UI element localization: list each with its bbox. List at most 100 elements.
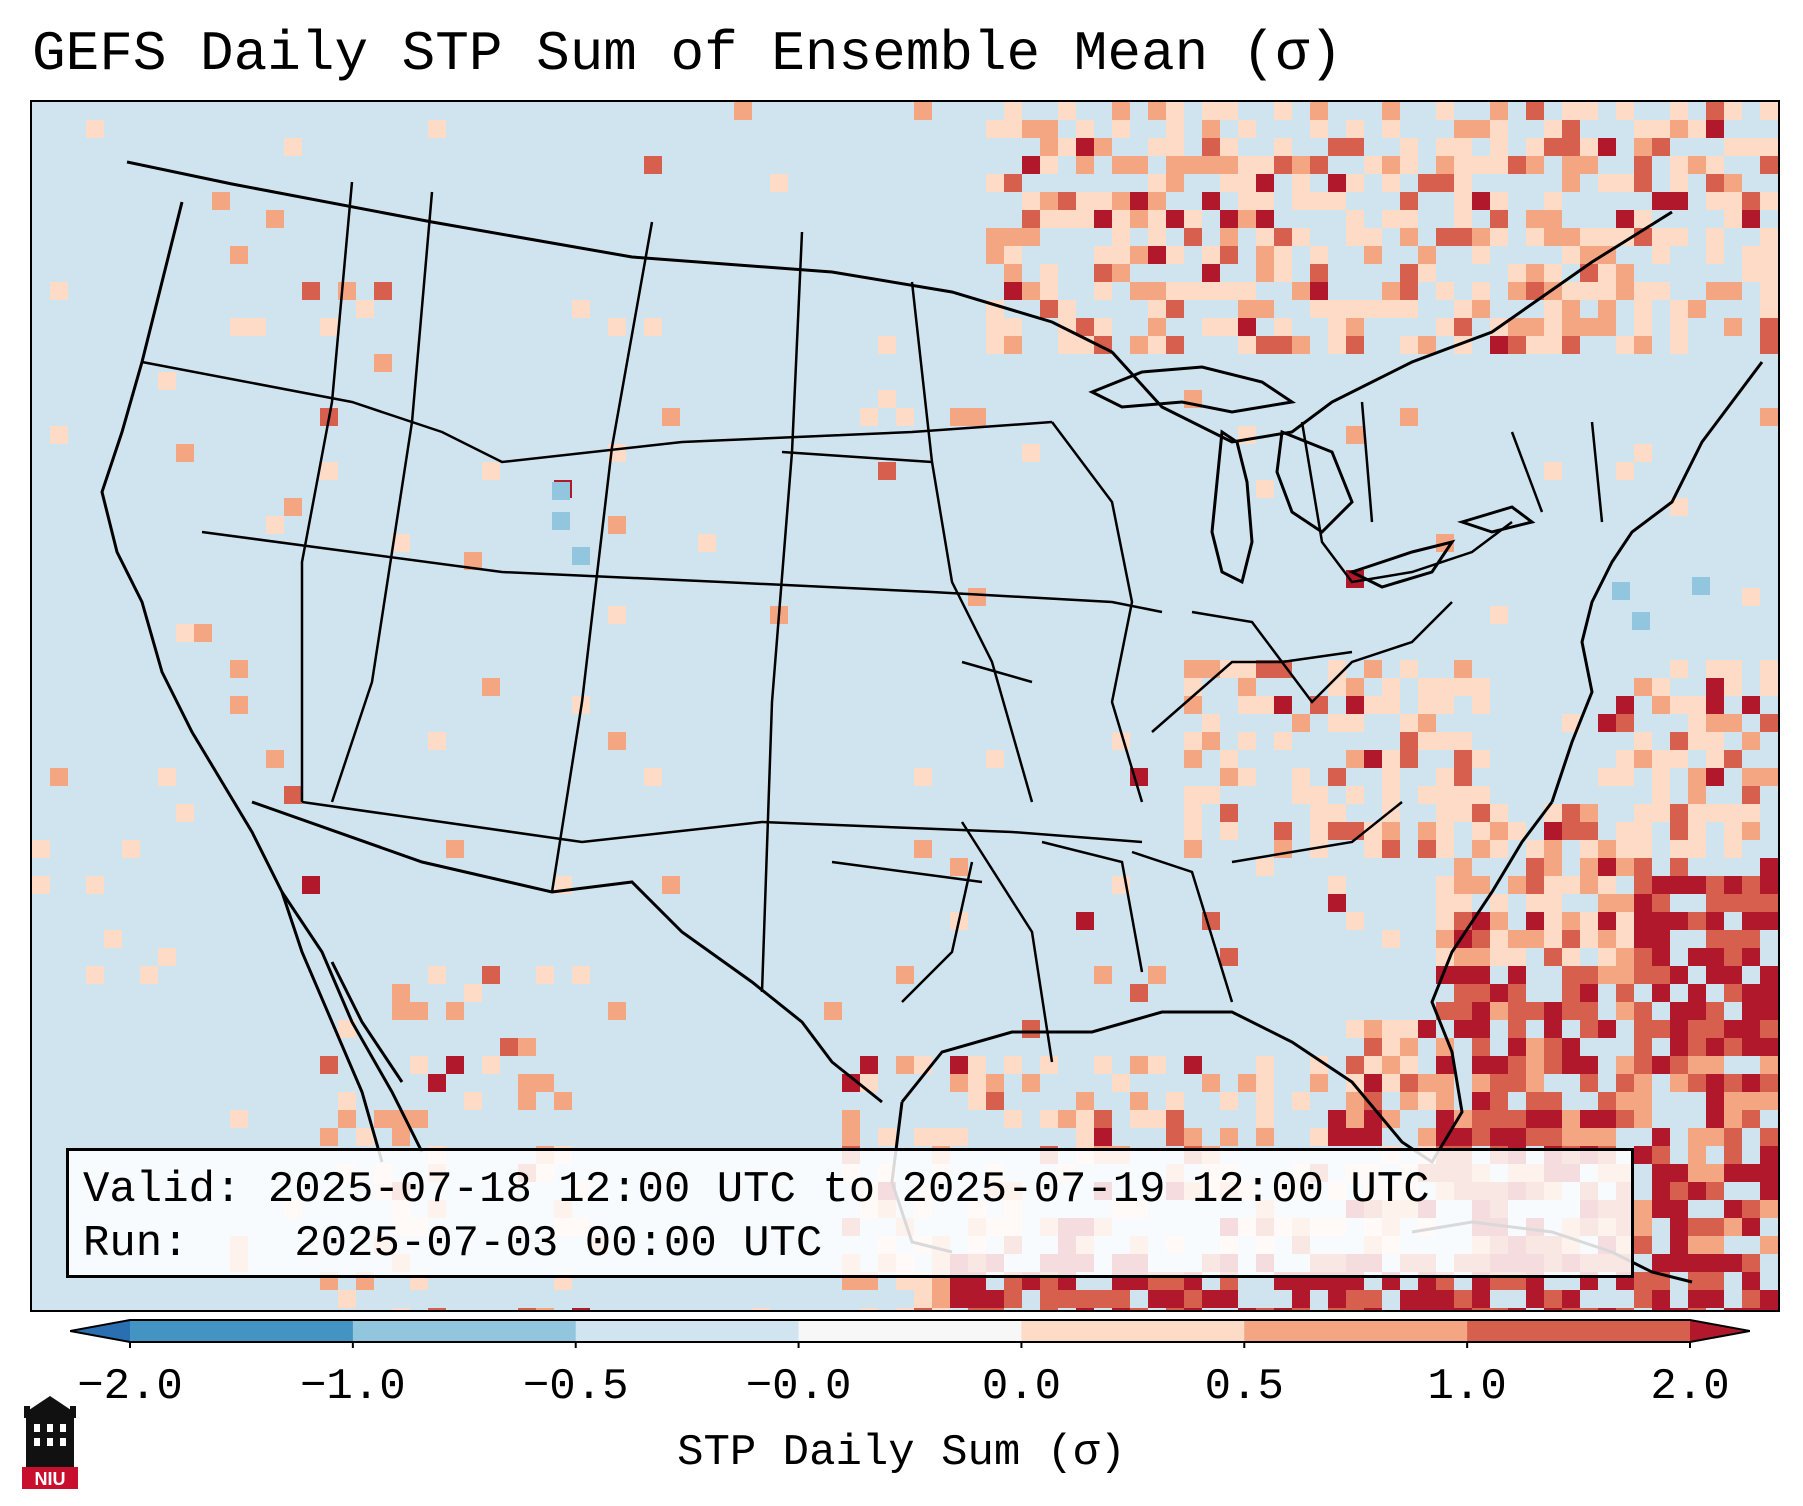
- stp-cell: [1220, 228, 1238, 246]
- stp-cell: [1580, 984, 1598, 1002]
- stp-cell: [1346, 336, 1364, 354]
- stp-cell: [1256, 1092, 1274, 1110]
- stp-cell: [860, 408, 878, 426]
- stp-cell: [1166, 120, 1184, 138]
- stp-cell: [1688, 156, 1706, 174]
- stp-cell: [1094, 192, 1112, 210]
- stp-cell: [1706, 156, 1724, 174]
- stp-cell: [1670, 1236, 1688, 1254]
- stp-cell: [1220, 138, 1238, 156]
- stp-cell: [1724, 678, 1742, 696]
- stp-cell: [1040, 282, 1058, 300]
- stp-cell: [1706, 192, 1724, 210]
- stp-cell: [1616, 840, 1634, 858]
- stp-cell: [878, 462, 896, 480]
- stp-cell: [1724, 840, 1742, 858]
- stp-cell: [1400, 1038, 1418, 1056]
- stp-cell: [1724, 714, 1742, 732]
- stp-cell: [1544, 192, 1562, 210]
- stp-cell: [1562, 102, 1580, 120]
- stp-cell: [1310, 156, 1328, 174]
- stp-cell: [572, 300, 590, 318]
- stp-cell: [1328, 336, 1346, 354]
- stp-cell: [1526, 228, 1544, 246]
- stp-cell: [1436, 786, 1454, 804]
- stp-cell: [1436, 156, 1454, 174]
- stp-cell: [1706, 228, 1724, 246]
- stp-cell: [446, 1056, 464, 1074]
- stp-cell: [1706, 174, 1724, 192]
- stp-cell: [1706, 714, 1724, 732]
- stp-cell: [1382, 1056, 1400, 1074]
- stp-cell: [50, 768, 68, 786]
- colorbar-segment: [130, 1320, 354, 1342]
- stp-cell: [1148, 228, 1166, 246]
- stp-cell: [1112, 228, 1130, 246]
- stp-cell: [1562, 318, 1580, 336]
- stp-cell: [1490, 606, 1508, 624]
- stp-cell: [1760, 264, 1778, 282]
- stp-cell: [1490, 156, 1508, 174]
- stp-cell: [1310, 804, 1328, 822]
- stp-cell: [1202, 282, 1220, 300]
- stp-cell: [1616, 912, 1634, 930]
- stp-cell: [662, 408, 680, 426]
- stp-cell: [1076, 1308, 1094, 1310]
- stp-cell: [1184, 156, 1202, 174]
- stp-cell: [1742, 822, 1760, 840]
- stp-cell: [1256, 228, 1274, 246]
- stp-cell: [1292, 228, 1310, 246]
- stp-cell: [608, 732, 626, 750]
- stp-cell: [1670, 120, 1688, 138]
- stp-cell: [1562, 228, 1580, 246]
- stp-cell: [1058, 1110, 1076, 1128]
- stp-cell: [1454, 1110, 1472, 1128]
- stp-cell: [572, 547, 590, 565]
- stp-cell: [662, 876, 680, 894]
- stp-cell: [1724, 1110, 1742, 1128]
- colorbar-tick-label: 1.0: [1427, 1362, 1507, 1412]
- stp-cell: [1652, 228, 1670, 246]
- stp-cell: [1166, 1290, 1184, 1308]
- stp-cell: [1454, 138, 1472, 156]
- stp-cell: [1688, 1020, 1706, 1038]
- stp-cell: [1706, 930, 1724, 948]
- stp-cell: [1778, 1290, 1780, 1308]
- stp-cell: [1598, 912, 1616, 930]
- stp-cell: [1472, 1002, 1490, 1020]
- stp-cell: [878, 1128, 896, 1146]
- stp-cell: [1292, 174, 1310, 192]
- stp-cell: [1706, 966, 1724, 984]
- stp-cell: [1112, 1074, 1130, 1092]
- stp-cell: [1724, 1038, 1742, 1056]
- stp-cell: [518, 1038, 536, 1056]
- stp-cell: [986, 318, 1004, 336]
- stp-cell: [1724, 966, 1742, 984]
- stp-cell: [1706, 1074, 1724, 1092]
- stp-cell: [1436, 228, 1454, 246]
- stp-cell: [1544, 1020, 1562, 1038]
- stp-cell: [1526, 138, 1544, 156]
- stp-cell: [1094, 246, 1112, 264]
- stp-cell: [1220, 1092, 1238, 1110]
- stp-cell: [1742, 876, 1760, 894]
- stp-cell: [1742, 1038, 1760, 1056]
- stp-cell: [1220, 948, 1238, 966]
- stp-cell: [1112, 1308, 1130, 1310]
- stp-cell: [1184, 750, 1202, 768]
- stp-cell: [158, 768, 176, 786]
- stp-cell: [1436, 1092, 1454, 1110]
- stp-cell: [1724, 1146, 1742, 1164]
- stp-cell: [1526, 1092, 1544, 1110]
- stp-cell: [1292, 336, 1310, 354]
- stp-cell: [1508, 282, 1526, 300]
- map-panel[interactable]: [30, 100, 1780, 1312]
- stp-cell: [1220, 768, 1238, 786]
- stp-cell: [1292, 1092, 1310, 1110]
- stp-cell: [1634, 966, 1652, 984]
- stp-cell: [1472, 678, 1490, 696]
- stp-cell: [1634, 1074, 1652, 1092]
- stp-cell: [1472, 1020, 1490, 1038]
- stp-cell: [1184, 1128, 1202, 1146]
- stp-cell: [1004, 264, 1022, 282]
